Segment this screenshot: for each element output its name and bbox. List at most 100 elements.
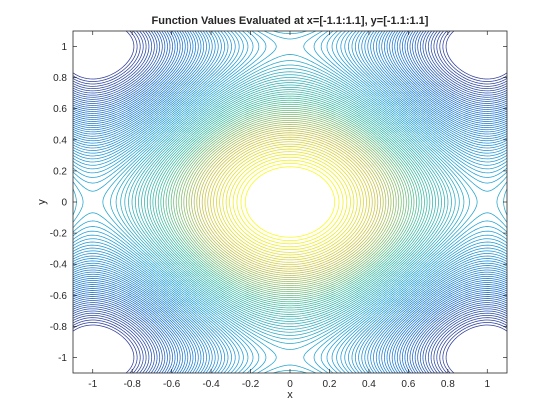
contour-level bbox=[72, 30, 508, 374]
contour-level bbox=[72, 30, 508, 374]
contour-level bbox=[201, 132, 379, 272]
contour-level bbox=[204, 134, 376, 270]
contour-level bbox=[72, 30, 508, 374]
y-tick-label: -0.2 bbox=[50, 229, 68, 240]
contour-level bbox=[170, 107, 410, 297]
y-axis-label: y bbox=[36, 199, 48, 205]
contour-level bbox=[225, 151, 355, 253]
contour-level bbox=[207, 136, 373, 268]
contour-level bbox=[72, 30, 508, 374]
contour-level bbox=[72, 30, 508, 374]
contour-level bbox=[72, 30, 508, 374]
contour-level bbox=[72, 30, 508, 374]
contour-level bbox=[72, 30, 508, 374]
contour-level bbox=[72, 30, 508, 374]
contour-level bbox=[144, 86, 436, 318]
y-axis: 1 0.8 0.6 0.4 0.2 0 -0.2 -0.4 -0.6 -0.8 -1 bbox=[50, 42, 507, 364]
contour-level bbox=[188, 121, 392, 283]
x-tick-label: 0.6 bbox=[401, 379, 415, 390]
contour-level bbox=[115, 64, 465, 340]
contour-level bbox=[72, 30, 508, 374]
x-tick-label: -0.2 bbox=[242, 379, 260, 390]
contour-level bbox=[216, 143, 364, 261]
x-tick-label: 0.2 bbox=[323, 379, 337, 390]
contour-level bbox=[72, 30, 508, 374]
contour-level bbox=[185, 119, 395, 285]
x-tick-label: 0 bbox=[287, 379, 293, 390]
contour-lines bbox=[72, 30, 508, 374]
contour-level bbox=[141, 84, 439, 320]
contour-level bbox=[155, 95, 425, 309]
contour-level bbox=[72, 30, 508, 374]
x-axis-label: x bbox=[287, 389, 293, 401]
y-tick-label: 0.6 bbox=[53, 104, 67, 115]
contour-level bbox=[134, 79, 446, 325]
contour-level bbox=[213, 141, 367, 263]
y-tick-label: -0.8 bbox=[50, 322, 68, 333]
contour-level bbox=[222, 148, 358, 256]
contour-level bbox=[191, 124, 389, 280]
contour-level bbox=[72, 30, 508, 374]
contour-level bbox=[175, 111, 405, 293]
x-tick-label: -0.8 bbox=[124, 379, 142, 390]
y-tick-label: 0.4 bbox=[53, 135, 67, 146]
contour-level bbox=[157, 97, 423, 307]
contour-level bbox=[72, 30, 508, 374]
contour-level bbox=[152, 93, 428, 311]
contour-level bbox=[72, 30, 508, 374]
contour-level bbox=[72, 30, 508, 374]
contour-level bbox=[72, 30, 508, 374]
y-tick-label: 1 bbox=[61, 42, 67, 53]
x-axis: -1 -0.8 -0.6 -0.4 -0.2 0 0.2 0.4 0.6 0.8 1 bbox=[88, 31, 490, 390]
y-tick-label: -0.4 bbox=[50, 260, 68, 271]
contour-level bbox=[199, 130, 381, 274]
y-tick-label: -0.6 bbox=[50, 291, 68, 302]
contour-level bbox=[72, 30, 508, 374]
x-tick-label: -0.6 bbox=[163, 379, 181, 390]
contour-level bbox=[236, 159, 344, 245]
contour-level bbox=[120, 68, 460, 336]
contour-level bbox=[72, 30, 508, 374]
x-tick-label: -0.4 bbox=[202, 379, 220, 390]
x-tick-label: -1 bbox=[88, 379, 97, 390]
contour-level bbox=[72, 30, 508, 374]
contour-level bbox=[124, 71, 456, 333]
contour-level bbox=[232, 156, 348, 248]
contour-level bbox=[72, 30, 508, 374]
x-tick-label: 0.8 bbox=[441, 379, 455, 390]
contour-level bbox=[219, 146, 361, 258]
contour-level bbox=[138, 82, 442, 322]
contour-level bbox=[229, 153, 351, 251]
contour-level bbox=[165, 103, 415, 301]
contour-level bbox=[72, 30, 508, 374]
contour-level bbox=[178, 113, 402, 291]
y-tick-label: 0.2 bbox=[53, 166, 67, 177]
contour-level bbox=[72, 30, 508, 374]
contour-level bbox=[196, 128, 384, 276]
y-tick-label: 0 bbox=[61, 198, 67, 209]
y-tick-label: -1 bbox=[58, 353, 67, 364]
contour-level bbox=[72, 30, 508, 374]
contour-level bbox=[72, 30, 508, 374]
contour-level bbox=[72, 30, 508, 374]
contour-level bbox=[72, 30, 508, 374]
contour-level bbox=[131, 77, 449, 327]
contour-level bbox=[180, 115, 400, 289]
contour-level bbox=[72, 30, 508, 374]
contour-level bbox=[173, 109, 407, 295]
contour-level bbox=[210, 139, 370, 265]
contour-level bbox=[163, 101, 417, 303]
contour-level bbox=[168, 105, 412, 299]
contour-level bbox=[149, 91, 431, 313]
contour-level bbox=[160, 99, 420, 305]
contour-level bbox=[193, 126, 387, 278]
contour-level bbox=[72, 30, 508, 374]
contour-level bbox=[72, 30, 508, 374]
contour-level bbox=[72, 30, 508, 374]
y-tick-label: 0.8 bbox=[53, 73, 67, 84]
contour-level bbox=[72, 30, 508, 374]
contour-level bbox=[146, 89, 434, 315]
plot-area bbox=[73, 31, 507, 373]
